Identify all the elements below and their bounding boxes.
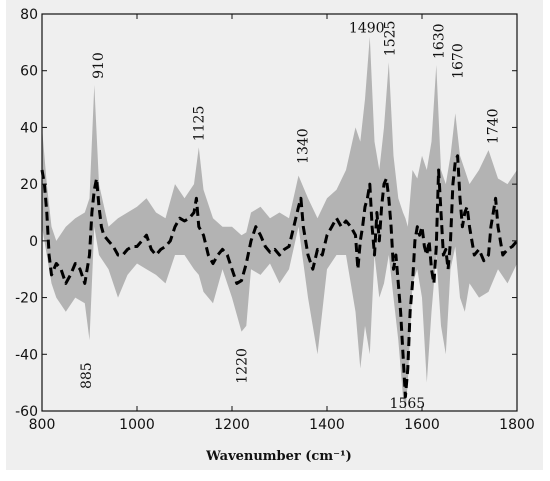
peak-label: 1220 <box>235 348 251 384</box>
plot-border <box>41 13 518 412</box>
y-tick-label: 40 <box>20 120 38 136</box>
x-tick-label: 1800 <box>499 417 535 433</box>
peak-label: 1670 <box>451 43 467 79</box>
x-tick-label: 800 <box>29 417 56 433</box>
line-layer <box>40 154 519 399</box>
y-tick-label: -20 <box>15 291 38 307</box>
tick-layer: 800 1000 1200 1400 1600 1800 -60 -40 -20 0 20 40 60 8… <box>15 7 535 433</box>
peak-label: 1630 <box>432 23 448 59</box>
x-tick-label: 1200 <box>214 417 250 433</box>
y-tick-label: 0 <box>29 234 38 250</box>
series-line-0 <box>40 154 519 399</box>
x-tick-label: 1400 <box>309 417 345 433</box>
band-layer <box>42 36 517 411</box>
y-tick-label: -40 <box>15 347 38 363</box>
y-tick-label: -60 <box>15 404 38 420</box>
peak-label: 1490 <box>349 21 385 37</box>
peak-label: 1525 <box>383 21 399 57</box>
peak-label: 1340 <box>295 128 311 164</box>
y-tick-label: 80 <box>20 7 38 23</box>
peak-label: 910 <box>91 52 107 79</box>
peak-label: 1740 <box>485 108 501 144</box>
y-tick-label: 20 <box>20 177 38 193</box>
x-tick-label: 1000 <box>119 417 155 433</box>
envelope-band <box>42 36 517 411</box>
x-axis-label: Wavenumber (cm⁻¹) <box>205 449 352 464</box>
peak-label: 1565 <box>390 396 426 412</box>
y-tick-label: 60 <box>20 64 38 80</box>
peak-label: 1125 <box>192 106 208 142</box>
peak-label: 885 <box>79 362 95 389</box>
x-tick-label: 1600 <box>404 417 440 433</box>
